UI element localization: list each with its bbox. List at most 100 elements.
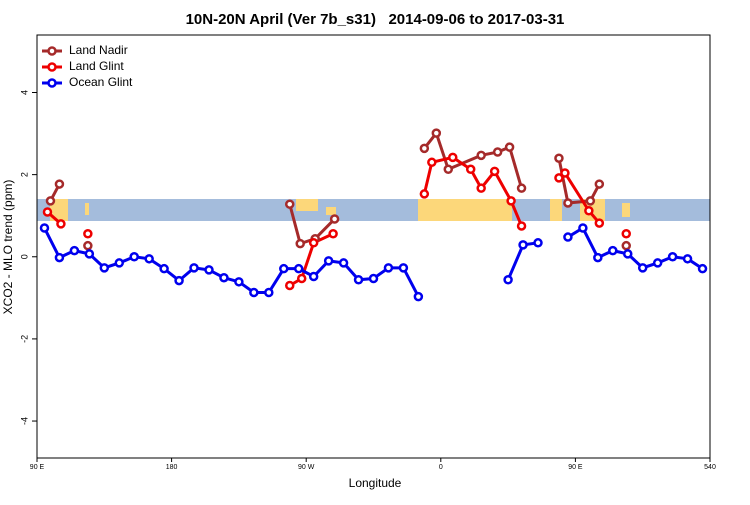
data-point <box>353 275 364 285</box>
x-tick-label: 540 <box>704 464 716 471</box>
data-point <box>99 263 110 273</box>
ocean-band <box>37 199 710 221</box>
data-point <box>308 238 319 248</box>
data-point <box>413 291 424 302</box>
data-point <box>159 263 169 274</box>
land-patch <box>296 199 318 211</box>
land-patch <box>550 199 562 221</box>
y-axis-title: XCO2 - MLO trend (ppm) <box>1 180 15 315</box>
data-point <box>489 166 500 177</box>
y-tick-label: -4 <box>19 417 29 425</box>
legend-marker <box>47 46 57 56</box>
data-point <box>295 238 305 249</box>
data-point <box>383 263 394 273</box>
data-point <box>204 265 214 275</box>
data-point <box>264 287 274 298</box>
data-point <box>697 263 708 274</box>
plot-frame <box>36 34 711 459</box>
data-point <box>249 287 259 298</box>
data-point <box>594 179 605 189</box>
data-point <box>518 240 528 250</box>
x-tick-label: 90 E <box>568 464 583 471</box>
land-patch <box>326 207 336 215</box>
data-point <box>84 249 95 259</box>
data-point <box>39 223 50 233</box>
series-line <box>43 225 704 298</box>
data-point <box>427 157 437 168</box>
data-point <box>637 263 648 273</box>
data-point <box>234 277 244 287</box>
data-point <box>308 271 319 282</box>
data-point <box>621 240 631 251</box>
background-map <box>37 199 710 221</box>
y-tick-label: 0 <box>19 254 29 259</box>
legend-marker <box>47 78 57 88</box>
data-point <box>560 168 570 178</box>
data-point <box>144 254 154 264</box>
data-point <box>69 245 80 256</box>
land-patch <box>50 199 68 221</box>
data-point <box>114 258 125 268</box>
legend-marker <box>47 62 57 72</box>
data-point <box>465 164 476 175</box>
series-lines <box>39 130 708 302</box>
x-tick-label: 90 W <box>298 464 315 471</box>
land-patch <box>622 203 630 217</box>
data-point <box>554 153 564 163</box>
data-point <box>129 252 139 262</box>
data-point <box>189 263 199 273</box>
data-point <box>584 206 594 216</box>
legend-label: Ocean Glint <box>69 75 133 89</box>
data-point <box>563 198 573 208</box>
x-tick-label: 180 <box>166 464 178 471</box>
data-point <box>585 196 596 206</box>
data-point <box>682 254 693 264</box>
axes: 4 2 0 -2 -4 90 E 180 90 W 0 90 E 540 <box>19 90 716 471</box>
data-point <box>578 223 588 233</box>
legend-label: Land Nadir <box>69 43 128 57</box>
data-point <box>329 214 340 224</box>
data-point <box>448 152 458 163</box>
data-point <box>516 183 527 193</box>
data-point <box>622 249 633 259</box>
x-tick-label: 0 <box>439 464 443 471</box>
land-patch <box>418 199 512 221</box>
data-point <box>608 245 618 256</box>
data-point <box>83 229 93 239</box>
data-point <box>323 256 334 266</box>
data-point <box>506 196 516 206</box>
data-point <box>279 263 289 274</box>
data-point <box>42 207 53 217</box>
y-tick-label: 4 <box>19 90 29 95</box>
x-tick-label: 90 E <box>30 464 45 471</box>
chart-title: 10N-20N April (Ver 7b_s31) 2014-09-06 to… <box>186 11 565 28</box>
data-point <box>174 275 184 286</box>
data-point <box>419 143 430 154</box>
data-point <box>328 229 338 239</box>
land-patch <box>85 203 89 215</box>
data-point <box>368 273 379 284</box>
data-point <box>284 280 295 291</box>
data-point <box>503 275 513 285</box>
data-point <box>54 252 65 263</box>
legend-label: Land Glint <box>69 59 124 73</box>
data-point <box>54 179 65 189</box>
data-point <box>594 218 605 228</box>
data-point <box>419 189 430 199</box>
data-point <box>667 252 678 262</box>
data-point <box>533 238 543 248</box>
data-point <box>516 221 527 231</box>
data-point <box>219 272 229 283</box>
series-line <box>50 133 626 246</box>
data-point <box>652 258 663 268</box>
data-point <box>593 252 603 263</box>
legend: Land Nadir Land Glint Ocean Glint <box>42 43 133 89</box>
data-point <box>284 199 295 209</box>
data-point <box>293 263 304 274</box>
data-point <box>621 229 631 239</box>
data-point <box>338 258 349 268</box>
data-point <box>554 173 564 183</box>
data-point <box>504 142 515 152</box>
data-point <box>443 164 454 175</box>
